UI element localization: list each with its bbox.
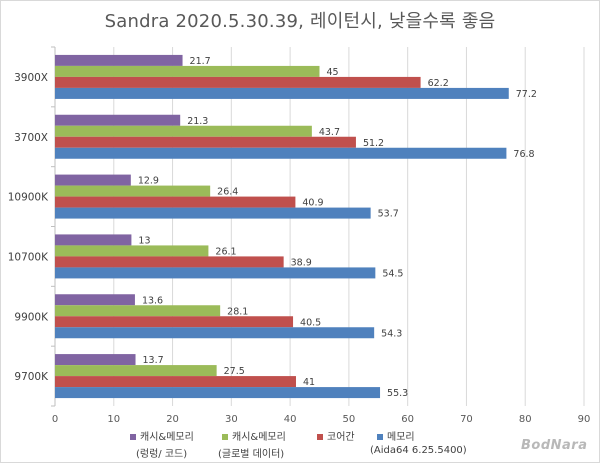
x-tick-label: 10: [107, 414, 120, 425]
data-label: 41: [303, 377, 315, 388]
bar: [55, 267, 376, 279]
bar: [55, 136, 356, 148]
data-label: 28.1: [227, 306, 248, 317]
data-label: 26.1: [215, 246, 236, 257]
bar: [55, 65, 320, 77]
x-tick-label: 40: [284, 414, 297, 425]
data-label: 76.8: [513, 149, 534, 160]
x-tick-label: 20: [166, 414, 179, 425]
category-label: 10700K: [8, 251, 49, 263]
data-label: 45: [327, 67, 339, 78]
legend-swatch: [130, 434, 136, 440]
legend-item: 코어간: [317, 428, 355, 443]
legend-item: 메모리: [377, 428, 415, 443]
data-label: 40.5: [300, 317, 321, 328]
bar: [55, 125, 312, 137]
x-tick-label: 0: [52, 414, 58, 425]
bar: [55, 256, 284, 268]
data-label: 55.3: [387, 388, 408, 399]
bar: [55, 87, 509, 99]
data-label: 43.7: [319, 127, 340, 138]
bar: [55, 365, 217, 377]
watermark-logo: BodNara: [521, 438, 588, 453]
bar: [55, 147, 507, 159]
legend-item: 캐시&메모리: [130, 428, 194, 443]
data-label: 54.3: [381, 328, 402, 339]
x-tick-label: 70: [460, 414, 473, 425]
x-tick-label: 60: [401, 414, 414, 425]
bar: [55, 234, 132, 246]
category-label: 3700X: [14, 132, 48, 144]
x-tick-label: 30: [225, 414, 238, 425]
x-tick-label: 50: [343, 414, 356, 425]
data-label: 13.7: [143, 355, 164, 366]
legend-sublabel: (글로벌 데이터): [218, 449, 285, 460]
bar: [55, 114, 181, 126]
data-label: 53.7: [378, 209, 399, 220]
legend-swatch: [377, 434, 383, 440]
bar: [55, 185, 211, 197]
bar: [55, 316, 294, 328]
data-label: 21.3: [187, 116, 208, 127]
bar: [55, 327, 375, 339]
bar: [55, 76, 421, 88]
x-tick-label: 90: [578, 414, 591, 425]
x-tick-label: 80: [519, 414, 532, 425]
chart-legend: 캐시&메모리 캐시&메모리 코어간 메모리: [130, 428, 550, 444]
bar: [55, 245, 209, 257]
category-label: 3900X: [14, 72, 48, 84]
legend-label: 코어간: [327, 432, 355, 443]
chart-title: Sandra 2020.5.30.39, 레이턴시, 낮을수록 좋음: [104, 11, 496, 32]
category-label: 10900K: [8, 192, 49, 204]
category-label: 9900K: [14, 311, 49, 323]
bar: [55, 294, 135, 306]
bar: [55, 54, 183, 66]
data-label: 12.9: [138, 176, 159, 187]
category-label: 9700K: [14, 371, 49, 383]
data-label: 54.5: [382, 268, 403, 279]
data-label: 38.9: [291, 257, 312, 268]
bar: [55, 387, 381, 399]
data-label: 77.2: [516, 89, 537, 100]
data-label: 26.4: [217, 187, 238, 198]
data-label: 21.7: [190, 56, 211, 67]
data-label: 27.5: [224, 366, 245, 377]
legend-sublabel: (렁렁/ 코드): [136, 449, 188, 460]
bar: [55, 354, 136, 366]
data-label: 13: [138, 235, 150, 246]
data-label: 51.2: [363, 138, 384, 149]
bar: [55, 207, 371, 219]
legend-label: 캐시&메모리: [140, 432, 194, 443]
data-label: 13.6: [142, 295, 163, 306]
bar: [55, 376, 296, 388]
bar: [55, 196, 296, 208]
legend-label: 캐시&메모리: [232, 432, 286, 443]
legend-label: 메모리: [387, 432, 415, 443]
data-label: 62.2: [428, 78, 449, 89]
legend-swatch: [222, 434, 228, 440]
bar: [55, 174, 131, 186]
bar: [55, 305, 221, 317]
data-label: 40.9: [302, 198, 323, 209]
legend-sublabel: (Aida64 6.25.5400): [370, 445, 467, 456]
legend-item: 캐시&메모리: [222, 428, 286, 443]
legend-swatch: [317, 434, 323, 440]
